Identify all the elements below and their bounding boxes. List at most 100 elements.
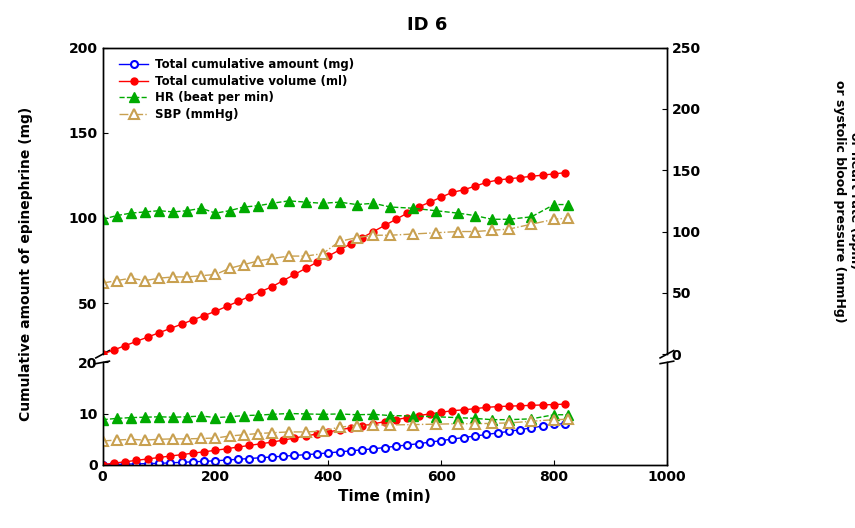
- SBP (mmHg): [470, 229, 481, 235]
- Total cumulative amount (mg): [414, 378, 424, 384]
- HR (beat per min): [168, 209, 179, 215]
- SBP (mmHg): [301, 253, 311, 259]
- Total cumulative volume (ml): [402, 210, 412, 216]
- Total cumulative volume (ml): [210, 308, 221, 315]
- Total cumulative volume (ml): [289, 271, 299, 278]
- Total cumulative amount (mg): [143, 385, 153, 391]
- HR (beat per min): [453, 210, 463, 216]
- Total cumulative volume (ml): [199, 313, 209, 319]
- SBP (mmHg): [139, 277, 150, 284]
- Total cumulative volume (ml): [154, 329, 164, 336]
- Total cumulative amount (mg): [470, 375, 481, 382]
- Total cumulative volume (ml): [245, 294, 255, 300]
- HR (beat per min): [317, 200, 327, 206]
- Line: Total cumulative volume (ml): Total cumulative volume (ml): [99, 169, 569, 357]
- Total cumulative volume (ml): [538, 172, 548, 178]
- Total cumulative volume (ml): [143, 334, 153, 340]
- Total cumulative volume (ml): [132, 338, 142, 344]
- SBP (mmHg): [504, 226, 514, 232]
- SBP (mmHg): [267, 256, 277, 262]
- Total cumulative amount (mg): [233, 383, 243, 390]
- SBP (mmHg): [111, 277, 121, 284]
- Total cumulative amount (mg): [458, 376, 469, 382]
- Total cumulative amount (mg): [481, 375, 492, 381]
- HR (beat per min): [301, 199, 311, 205]
- HR (beat per min): [369, 200, 379, 206]
- HR (beat per min): [224, 208, 234, 214]
- SBP (mmHg): [239, 261, 249, 268]
- Total cumulative amount (mg): [289, 382, 299, 389]
- SBP (mmHg): [196, 272, 207, 279]
- Total cumulative volume (ml): [278, 277, 288, 284]
- Total cumulative amount (mg): [278, 382, 288, 389]
- SBP (mmHg): [182, 274, 192, 280]
- HR (beat per min): [351, 201, 362, 208]
- HR (beat per min): [504, 216, 514, 222]
- Total cumulative volume (ml): [414, 204, 424, 210]
- Total cumulative volume (ml): [504, 176, 514, 182]
- HR (beat per min): [470, 212, 481, 219]
- Total cumulative volume (ml): [560, 169, 570, 176]
- Total cumulative amount (mg): [132, 385, 142, 391]
- Total cumulative amount (mg): [245, 383, 255, 390]
- HR (beat per min): [527, 214, 537, 220]
- HR (beat per min): [239, 204, 249, 210]
- HR (beat per min): [111, 212, 121, 219]
- Total cumulative volume (ml): [334, 247, 345, 253]
- Total cumulative amount (mg): [109, 385, 119, 391]
- Line: HR (beat per min): HR (beat per min): [97, 196, 573, 224]
- Y-axis label: Cumulative volume (mL)
or heart rate (bpm)
or systolic blood pressure (mmHg): Cumulative volume (mL) or heart rate (bp…: [833, 80, 855, 322]
- HR (beat per min): [284, 197, 294, 204]
- Total cumulative volume (ml): [391, 216, 401, 222]
- HR (beat per min): [386, 204, 396, 210]
- Legend: Total cumulative amount (mg), Total cumulative volume (ml), HR (beat per min), S: Total cumulative amount (mg), Total cumu…: [115, 53, 359, 126]
- HR (beat per min): [563, 201, 574, 208]
- Total cumulative amount (mg): [120, 385, 130, 391]
- Total cumulative volume (ml): [436, 194, 446, 200]
- SBP (mmHg): [253, 258, 263, 264]
- Total cumulative volume (ml): [188, 317, 198, 323]
- Total cumulative volume (ml): [549, 171, 559, 177]
- Total cumulative amount (mg): [345, 381, 356, 387]
- HR (beat per min): [154, 208, 164, 214]
- HR (beat per min): [408, 205, 418, 211]
- Total cumulative volume (ml): [221, 303, 232, 309]
- Total cumulative amount (mg): [504, 374, 514, 380]
- HR (beat per min): [486, 216, 497, 222]
- Total cumulative volume (ml): [97, 351, 108, 357]
- Total cumulative volume (ml): [425, 199, 435, 205]
- SBP (mmHg): [126, 275, 136, 281]
- Total cumulative volume (ml): [515, 174, 525, 181]
- Total cumulative volume (ml): [312, 259, 322, 266]
- Total cumulative volume (ml): [345, 241, 356, 247]
- Total cumulative amount (mg): [221, 384, 232, 390]
- Total cumulative amount (mg): [447, 376, 457, 383]
- Total cumulative volume (ml): [109, 347, 119, 353]
- Total cumulative amount (mg): [256, 383, 266, 389]
- SBP (mmHg): [284, 253, 294, 259]
- SBP (mmHg): [224, 265, 234, 271]
- Total cumulative amount (mg): [357, 380, 368, 386]
- Line: SBP (mmHg): SBP (mmHg): [97, 213, 573, 288]
- SBP (mmHg): [154, 275, 164, 281]
- Total cumulative amount (mg): [199, 384, 209, 390]
- HR (beat per min): [334, 199, 345, 205]
- HR (beat per min): [267, 200, 277, 206]
- Total cumulative volume (ml): [380, 222, 390, 229]
- SBP (mmHg): [549, 216, 559, 222]
- HR (beat per min): [549, 201, 559, 208]
- SBP (mmHg): [97, 280, 108, 286]
- Total cumulative volume (ml): [233, 298, 243, 305]
- Total cumulative amount (mg): [402, 379, 412, 385]
- Total cumulative volume (ml): [176, 321, 186, 327]
- SBP (mmHg): [563, 215, 574, 221]
- Total cumulative volume (ml): [120, 343, 130, 349]
- Total cumulative amount (mg): [267, 383, 277, 389]
- Total cumulative volume (ml): [458, 187, 469, 193]
- Total cumulative amount (mg): [391, 379, 401, 385]
- HR (beat per min): [126, 210, 136, 216]
- Total cumulative volume (ml): [323, 253, 333, 259]
- Text: ID 6: ID 6: [407, 16, 448, 34]
- Total cumulative volume (ml): [256, 288, 266, 295]
- SBP (mmHg): [334, 238, 345, 244]
